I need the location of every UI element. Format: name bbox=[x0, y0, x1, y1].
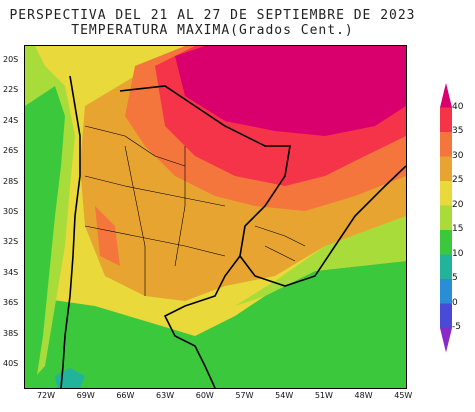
lon-tick-label: 72W bbox=[36, 391, 56, 400]
lat-tick-label: 32S bbox=[3, 237, 19, 247]
colorbar-tick-label: 30 bbox=[452, 150, 464, 161]
colorbar-segment bbox=[440, 254, 452, 279]
lat-tick-label: 30S bbox=[3, 207, 19, 216]
temperature-map bbox=[24, 45, 407, 389]
lat-tick-label: 26S bbox=[3, 146, 19, 156]
map-subtitle: TEMPERATURA MAXIMA(Grados Cent.) bbox=[71, 23, 354, 38]
lon-tick-label: 60W bbox=[195, 391, 214, 400]
lon-tick-label: 48W bbox=[354, 391, 373, 400]
colorbar-segment bbox=[440, 303, 452, 328]
colorbar-tick-label: -5 bbox=[452, 322, 461, 332]
lon-tick-label: 57W bbox=[235, 391, 254, 400]
lat-tick-label: 36S bbox=[3, 298, 19, 308]
colorbar-tick-label: 0 bbox=[452, 297, 458, 308]
colorbar-segment bbox=[440, 181, 452, 206]
lon-tick-label: 66W bbox=[116, 391, 135, 400]
lat-tick-label: 34S bbox=[3, 267, 19, 277]
colorbar-segment bbox=[440, 83, 452, 108]
lon-tick-label: 54W bbox=[275, 391, 294, 400]
colorbar-segment bbox=[440, 328, 452, 353]
colorbar-segment bbox=[440, 279, 452, 304]
colorbar-tick-label: 20 bbox=[452, 199, 464, 210]
colorbar-tick-label: 35 bbox=[452, 126, 464, 136]
colorbar-tick-label: 25 bbox=[452, 175, 464, 185]
colorbar-segment bbox=[440, 156, 452, 181]
lon-tick-label: 63W bbox=[156, 391, 175, 400]
colorbar-tick-label: 5 bbox=[452, 273, 458, 283]
lat-tick-label: 22S bbox=[3, 85, 19, 95]
lon-tick-label: 51W bbox=[314, 391, 333, 400]
lat-tick-label: 40S bbox=[3, 359, 19, 368]
lon-tick-label: 69W bbox=[76, 391, 95, 400]
colorbar-tick-label: 40 bbox=[452, 101, 464, 112]
map-title: PERSPECTIVA DEL 21 AL 27 DE SEPTIEMBRE D… bbox=[9, 8, 416, 23]
colorbar-tick-label: 10 bbox=[452, 248, 464, 259]
lon-tick-label: 45W bbox=[394, 391, 413, 400]
colorbar-segment bbox=[440, 230, 452, 255]
colorbar-segment bbox=[440, 107, 452, 132]
lat-tick-label: 20S bbox=[3, 55, 19, 64]
lat-tick-label: 24S bbox=[3, 115, 19, 125]
lat-tick-label: 38S bbox=[3, 328, 19, 338]
colorbar bbox=[440, 83, 452, 357]
colorbar-segment bbox=[440, 132, 452, 157]
colorbar-tick-label: 15 bbox=[452, 224, 464, 234]
colorbar-segment bbox=[440, 205, 452, 230]
lat-tick-label: 28S bbox=[3, 176, 19, 186]
